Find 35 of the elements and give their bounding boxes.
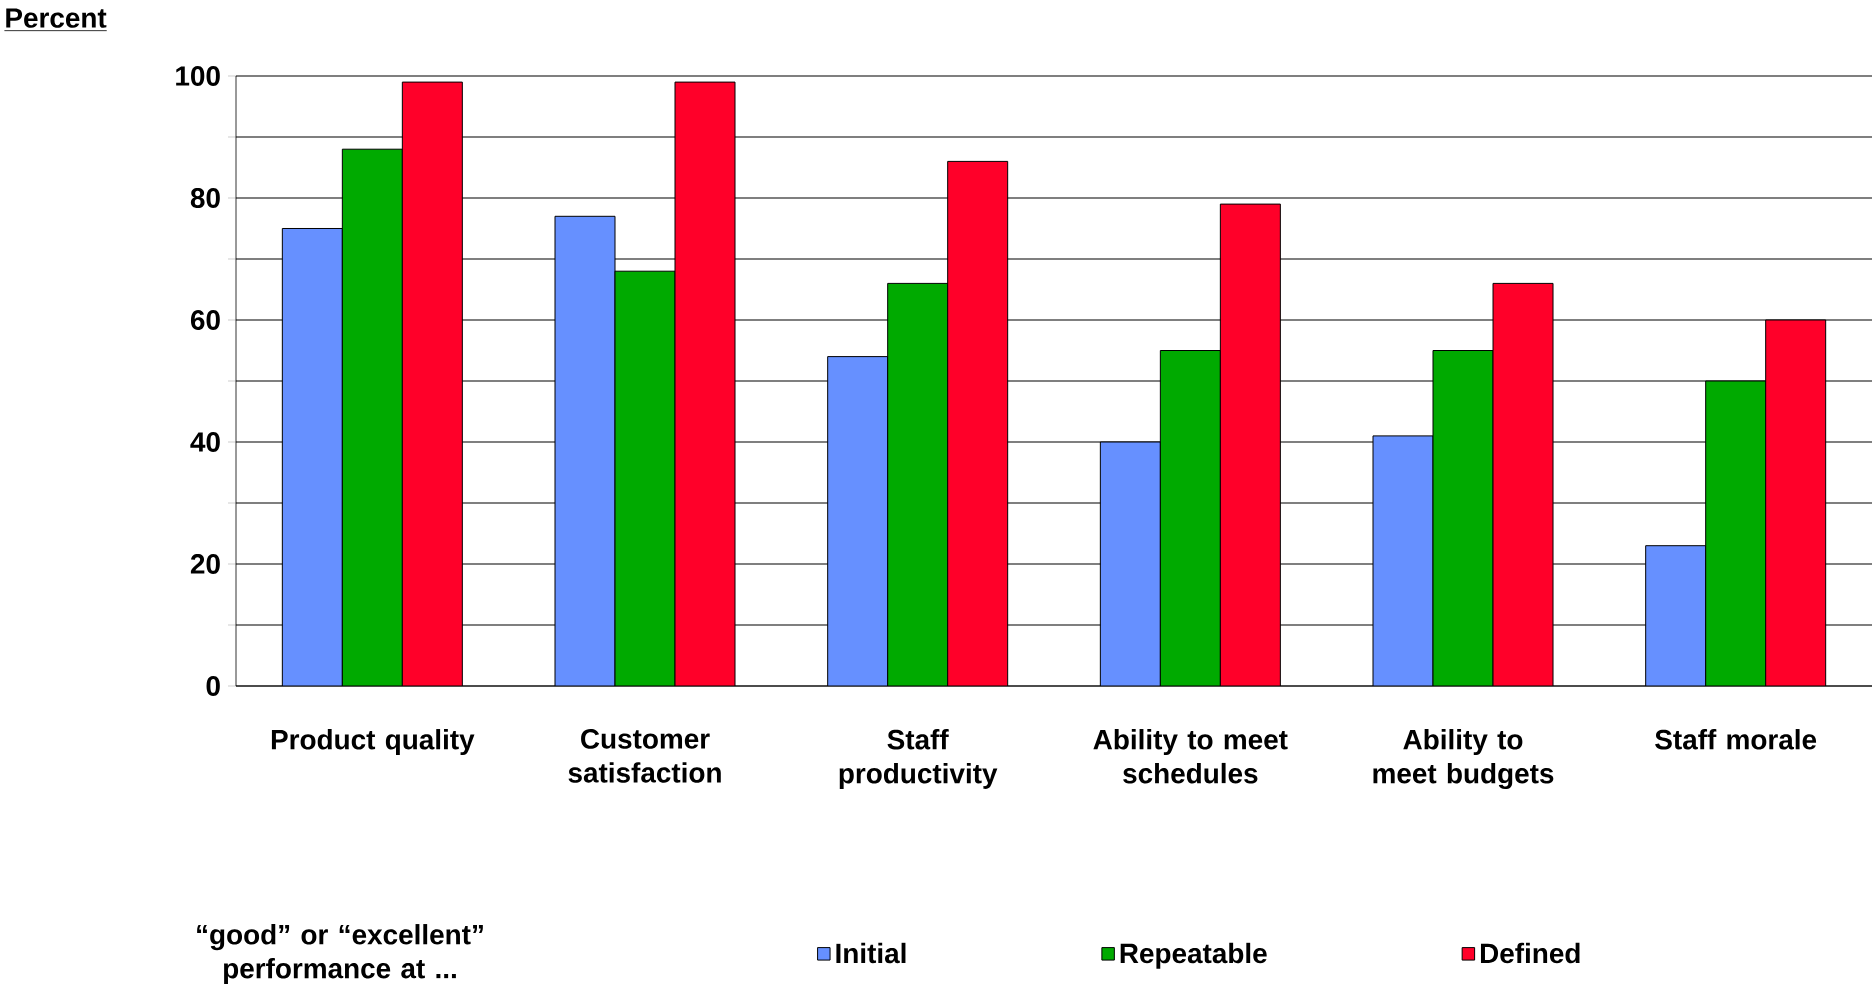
bar (554, 215, 616, 686)
bar (887, 282, 949, 686)
bar (401, 81, 463, 686)
bar (614, 270, 676, 686)
text: “good” or “excellent” performance at ... (197, 924, 483, 984)
x-tick-label: Customer satisfaction (568, 729, 721, 783)
bar (1765, 319, 1827, 686)
y-tick-label: 60 (190, 310, 220, 330)
bar (1492, 282, 1554, 686)
x-tick-label: Product quality (271, 729, 475, 756)
y-tick-label: 100 (176, 66, 220, 86)
y-axis-title: Percent (6, 8, 107, 28)
bar (1219, 203, 1281, 686)
bar (947, 160, 1009, 686)
bar (1099, 441, 1161, 686)
y-tick-label: 20 (190, 554, 220, 574)
legend-label: Repeatable (1120, 942, 1267, 969)
bar (1372, 435, 1434, 686)
bar (1432, 350, 1494, 686)
bar (1159, 350, 1221, 686)
legend-label: Defined (1480, 942, 1580, 964)
y-tick-label: 40 (190, 432, 220, 452)
bar (827, 356, 889, 686)
legend-label: Initial (836, 942, 906, 964)
bar (674, 81, 736, 686)
bar (1705, 380, 1767, 686)
x-tick-label: Staff morale (1655, 729, 1817, 750)
x-tick-label: Ability to meet budgets (1373, 729, 1554, 790)
y-tick-label: 80 (190, 188, 220, 208)
x-tick-label: Staff productivity (839, 729, 998, 789)
y-tick-label: 0 (206, 676, 220, 696)
bar (341, 148, 403, 686)
bar (281, 227, 343, 686)
x-tick-label: Ability to meet schedules (1093, 729, 1288, 784)
bar (1645, 545, 1707, 686)
